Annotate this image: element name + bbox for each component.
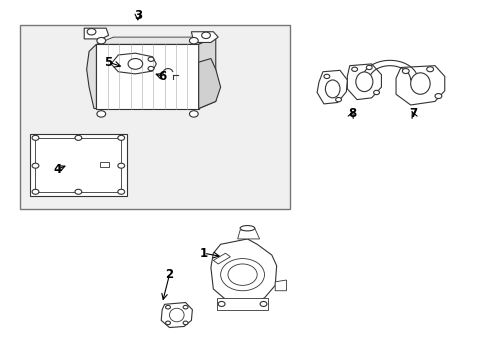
Polygon shape	[111, 53, 156, 74]
Bar	[30, 134, 127, 196]
Circle shape	[32, 163, 39, 168]
Polygon shape	[97, 44, 199, 109]
Bar	[35, 138, 121, 192]
Ellipse shape	[325, 80, 340, 98]
Polygon shape	[211, 239, 277, 305]
Text: 6: 6	[158, 70, 166, 83]
Polygon shape	[217, 298, 269, 310]
Circle shape	[374, 90, 379, 95]
Circle shape	[190, 37, 198, 44]
Circle shape	[87, 28, 96, 35]
Circle shape	[118, 163, 124, 168]
Circle shape	[118, 189, 124, 194]
Polygon shape	[97, 37, 216, 44]
Polygon shape	[396, 66, 445, 105]
Polygon shape	[161, 302, 193, 328]
Text: 8: 8	[348, 107, 356, 120]
Circle shape	[228, 264, 257, 285]
Circle shape	[118, 135, 124, 140]
Bar	[20, 24, 290, 208]
Circle shape	[202, 32, 210, 39]
Circle shape	[148, 66, 154, 71]
Circle shape	[402, 68, 409, 73]
Polygon shape	[84, 28, 109, 39]
Circle shape	[97, 37, 106, 44]
Circle shape	[75, 189, 82, 194]
Polygon shape	[87, 44, 97, 109]
Circle shape	[183, 321, 188, 325]
Ellipse shape	[356, 72, 373, 91]
Text: 3: 3	[134, 9, 142, 22]
Circle shape	[367, 65, 372, 69]
Polygon shape	[199, 37, 216, 109]
Polygon shape	[213, 253, 230, 264]
Circle shape	[148, 57, 154, 62]
Text: 7: 7	[409, 107, 417, 120]
Circle shape	[352, 67, 358, 71]
Ellipse shape	[170, 308, 184, 322]
Polygon shape	[100, 162, 109, 167]
Polygon shape	[199, 59, 221, 109]
Circle shape	[32, 135, 39, 140]
Circle shape	[97, 111, 106, 117]
Circle shape	[427, 67, 434, 72]
Polygon shape	[238, 228, 260, 239]
Circle shape	[166, 305, 171, 309]
Circle shape	[218, 301, 225, 306]
Circle shape	[32, 189, 39, 194]
Polygon shape	[317, 70, 347, 104]
Ellipse shape	[240, 226, 255, 231]
Circle shape	[260, 301, 267, 306]
Circle shape	[166, 321, 171, 325]
Circle shape	[183, 305, 188, 309]
Text: 4: 4	[53, 163, 62, 176]
Text: 5: 5	[104, 55, 113, 69]
Text: 2: 2	[166, 268, 173, 281]
Circle shape	[435, 94, 442, 99]
Polygon shape	[347, 64, 381, 100]
Ellipse shape	[411, 73, 430, 94]
Polygon shape	[275, 280, 287, 291]
Polygon shape	[192, 32, 218, 42]
Circle shape	[75, 135, 82, 140]
Circle shape	[190, 111, 198, 117]
Text: 1: 1	[199, 247, 208, 260]
Ellipse shape	[128, 59, 143, 69]
Circle shape	[336, 98, 342, 102]
Circle shape	[324, 74, 330, 78]
Circle shape	[220, 258, 265, 291]
